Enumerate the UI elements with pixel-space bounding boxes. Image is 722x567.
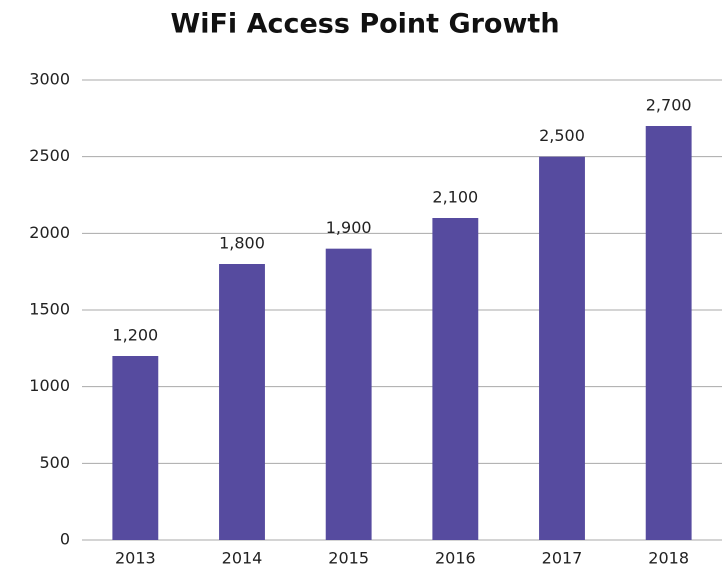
- y-tick-label: 500: [39, 453, 70, 472]
- chart-title: WiFi Access Point Growth: [170, 9, 559, 40]
- x-tick-label: 2013: [115, 549, 156, 567]
- y-tick-label: 1500: [29, 300, 70, 319]
- x-tick-label: 2018: [648, 549, 689, 567]
- value-label: 1,200: [112, 326, 158, 345]
- x-tick-label: 2015: [328, 549, 369, 567]
- value-label: 2,700: [646, 96, 692, 115]
- y-tick-label: 2500: [29, 146, 70, 165]
- bar: [325, 248, 372, 540]
- bar: [645, 126, 692, 540]
- value-label: 2,500: [539, 126, 585, 145]
- value-label: 2,100: [432, 188, 478, 207]
- bar: [432, 218, 479, 540]
- x-tick-label: 2016: [435, 549, 476, 567]
- bar: [219, 264, 265, 540]
- y-tick-label: 1000: [29, 376, 70, 395]
- bar: [539, 156, 585, 540]
- value-label: 1,900: [326, 218, 372, 237]
- bar: [112, 356, 159, 540]
- x-tick-label: 2017: [542, 549, 583, 567]
- y-tick-label: 0: [60, 530, 70, 549]
- y-tick-label: 3000: [29, 70, 70, 89]
- value-label: 1,800: [219, 234, 265, 253]
- y-tick-label: 2000: [29, 223, 70, 242]
- x-tick-label: 2014: [222, 549, 263, 567]
